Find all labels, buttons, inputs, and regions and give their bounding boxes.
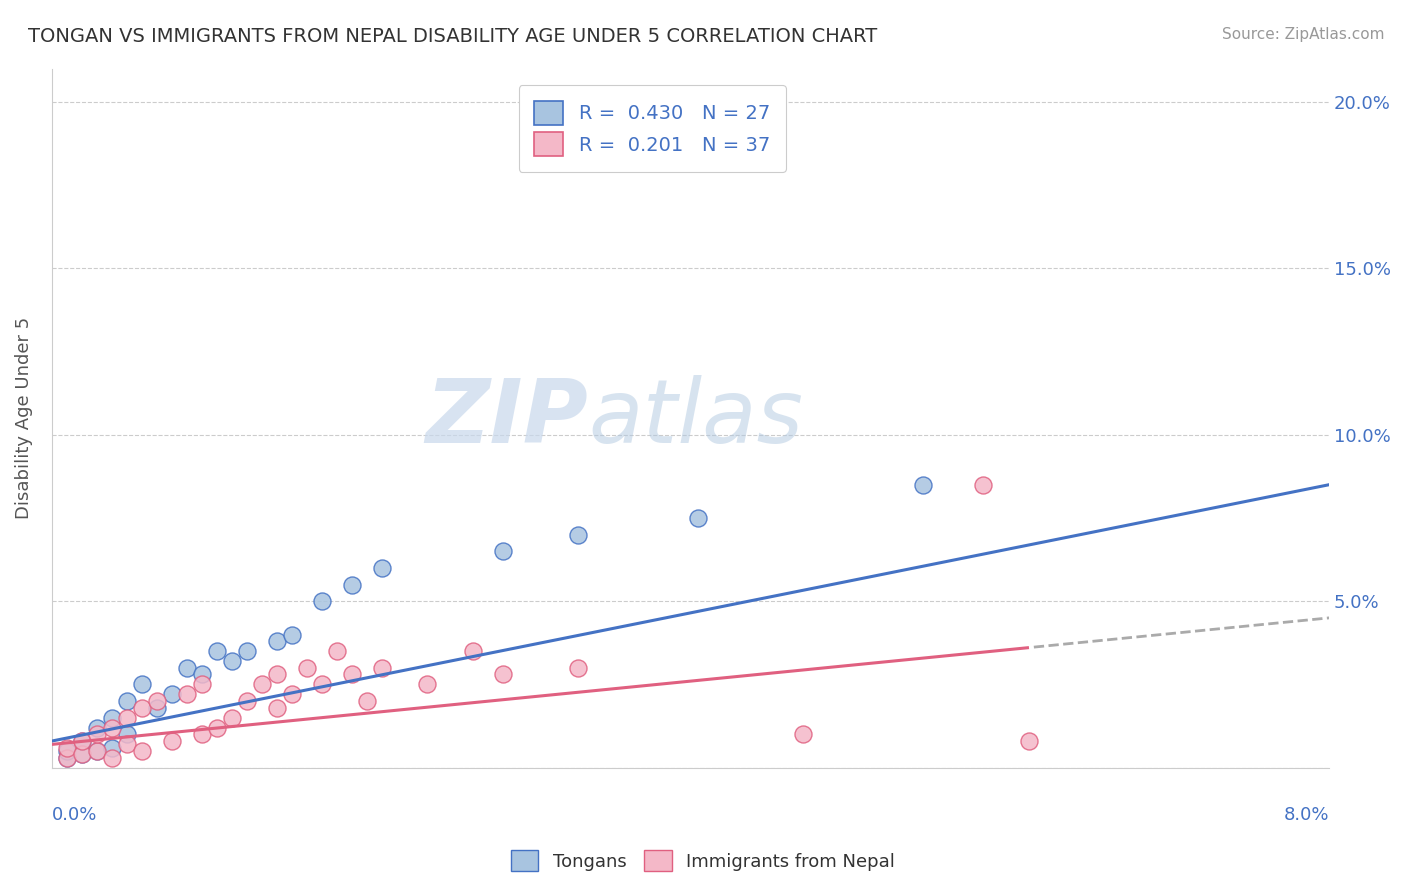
Point bbox=[101, 750, 124, 764]
Point bbox=[281, 627, 304, 641]
Point bbox=[101, 740, 124, 755]
Point bbox=[912, 477, 935, 491]
Point bbox=[221, 711, 243, 725]
Point bbox=[567, 661, 589, 675]
Point bbox=[281, 688, 304, 702]
Point bbox=[972, 477, 994, 491]
Text: ZIP: ZIP bbox=[426, 375, 588, 462]
Point bbox=[160, 688, 183, 702]
Point bbox=[491, 667, 513, 681]
Text: 8.0%: 8.0% bbox=[1284, 806, 1329, 824]
Point bbox=[70, 734, 93, 748]
Legend: Tongans, Immigrants from Nepal: Tongans, Immigrants from Nepal bbox=[503, 843, 903, 879]
Legend: R =  0.430   N = 27, R =  0.201   N = 37: R = 0.430 N = 27, R = 0.201 N = 37 bbox=[519, 86, 786, 171]
Point bbox=[342, 667, 364, 681]
Point bbox=[101, 721, 124, 735]
Point bbox=[176, 661, 198, 675]
Point bbox=[356, 694, 378, 708]
Point bbox=[342, 577, 364, 591]
Point bbox=[101, 711, 124, 725]
Point bbox=[191, 677, 214, 691]
Point bbox=[371, 561, 394, 575]
Point bbox=[236, 644, 259, 658]
Point bbox=[266, 667, 288, 681]
Point bbox=[311, 594, 333, 608]
Point bbox=[55, 750, 77, 764]
Point bbox=[55, 744, 77, 758]
Point bbox=[115, 694, 138, 708]
Text: TONGAN VS IMMIGRANTS FROM NEPAL DISABILITY AGE UNDER 5 CORRELATION CHART: TONGAN VS IMMIGRANTS FROM NEPAL DISABILI… bbox=[28, 27, 877, 45]
Point bbox=[311, 677, 333, 691]
Point bbox=[86, 744, 108, 758]
Point bbox=[792, 727, 814, 741]
Point bbox=[236, 694, 259, 708]
Point bbox=[115, 727, 138, 741]
Text: 0.0%: 0.0% bbox=[52, 806, 97, 824]
Point bbox=[371, 661, 394, 675]
Point bbox=[160, 734, 183, 748]
Point bbox=[131, 700, 153, 714]
Point bbox=[146, 700, 169, 714]
Point bbox=[461, 644, 484, 658]
Point bbox=[567, 527, 589, 541]
Point bbox=[131, 744, 153, 758]
Point bbox=[131, 677, 153, 691]
Point bbox=[205, 721, 228, 735]
Point bbox=[416, 677, 439, 691]
Point bbox=[266, 634, 288, 648]
Point bbox=[55, 740, 77, 755]
Point bbox=[686, 511, 709, 525]
Point bbox=[146, 694, 169, 708]
Point bbox=[221, 654, 243, 668]
Point bbox=[191, 667, 214, 681]
Point bbox=[250, 677, 273, 691]
Point bbox=[297, 661, 319, 675]
Point bbox=[115, 738, 138, 752]
Y-axis label: Disability Age Under 5: Disability Age Under 5 bbox=[15, 317, 32, 519]
Point bbox=[70, 734, 93, 748]
Point bbox=[266, 700, 288, 714]
Text: Source: ZipAtlas.com: Source: ZipAtlas.com bbox=[1222, 27, 1385, 42]
Point bbox=[55, 750, 77, 764]
Point bbox=[115, 711, 138, 725]
Point bbox=[86, 721, 108, 735]
Point bbox=[176, 688, 198, 702]
Point bbox=[86, 727, 108, 741]
Point bbox=[205, 644, 228, 658]
Text: atlas: atlas bbox=[588, 376, 803, 461]
Point bbox=[70, 747, 93, 762]
Point bbox=[191, 727, 214, 741]
Point bbox=[326, 644, 349, 658]
Point bbox=[1018, 734, 1040, 748]
Point bbox=[491, 544, 513, 558]
Point bbox=[86, 744, 108, 758]
Point bbox=[70, 747, 93, 762]
